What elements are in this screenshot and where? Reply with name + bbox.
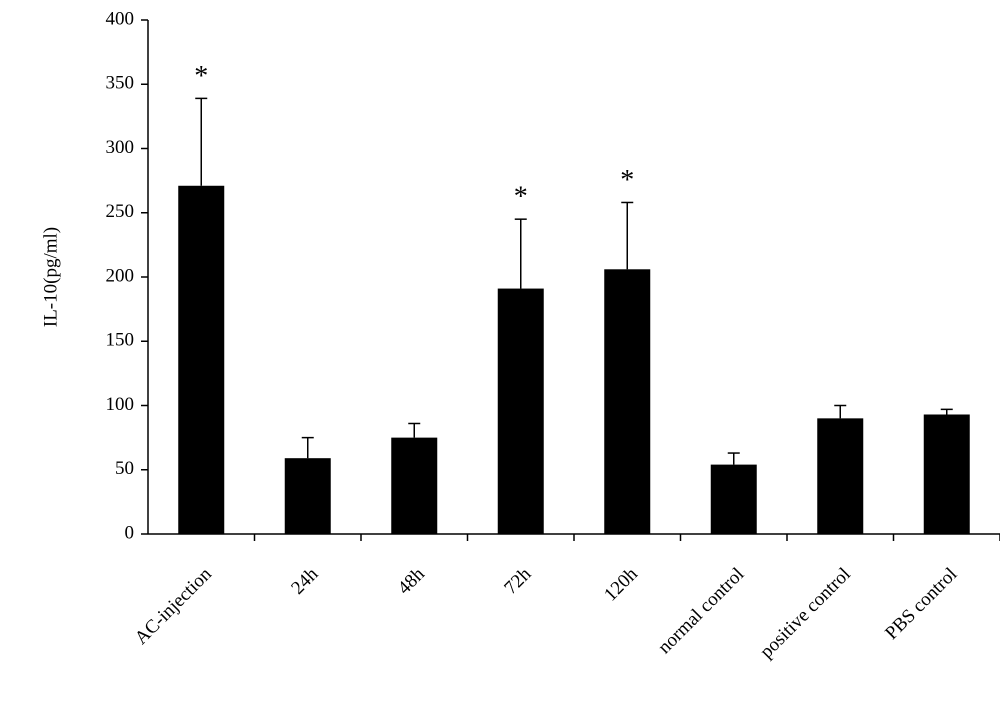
x-tick-label: PBS control: [881, 564, 961, 644]
x-tick-label: AC-injection: [131, 563, 216, 648]
y-tick-label: 100: [106, 394, 135, 415]
x-tick-label: positive control: [756, 564, 855, 663]
error-bar: [621, 201, 634, 270]
y-tick-label: 150: [106, 330, 135, 351]
y-tick-label: 400: [106, 8, 135, 29]
bar: [923, 414, 970, 534]
error-bar: [195, 97, 208, 186]
x-tick-label: 24h: [287, 563, 322, 598]
error-bar: [940, 408, 953, 415]
bar: [817, 418, 864, 534]
error-bar: [834, 404, 847, 419]
significance-marker: *: [620, 165, 634, 196]
significance-marker: *: [514, 182, 528, 213]
y-tick-label: 300: [106, 137, 135, 158]
y-tick-label: 350: [106, 73, 135, 94]
bar: [178, 185, 225, 534]
x-tick-label: 48h: [394, 563, 429, 598]
x-tick-label: 72h: [500, 563, 535, 598]
error-bar: [408, 422, 421, 438]
error-bar: [727, 452, 740, 465]
x-tick-label: normal control: [654, 564, 748, 658]
error-bar: [514, 218, 527, 289]
bar: [604, 269, 651, 534]
x-tick-label: 120h: [600, 563, 642, 605]
significance-marker: *: [194, 61, 208, 92]
y-tick-label: 0: [125, 522, 135, 543]
y-tick-label: 200: [106, 265, 135, 286]
error-bar: [301, 436, 314, 459]
y-tick-label: 250: [106, 201, 135, 222]
y-axis-label: IL-10(pg/ml): [40, 227, 61, 327]
bar: [391, 437, 438, 534]
y-tick-label: 50: [115, 458, 134, 479]
bar: [497, 288, 544, 534]
bar: [710, 464, 757, 534]
bar: [284, 458, 331, 534]
